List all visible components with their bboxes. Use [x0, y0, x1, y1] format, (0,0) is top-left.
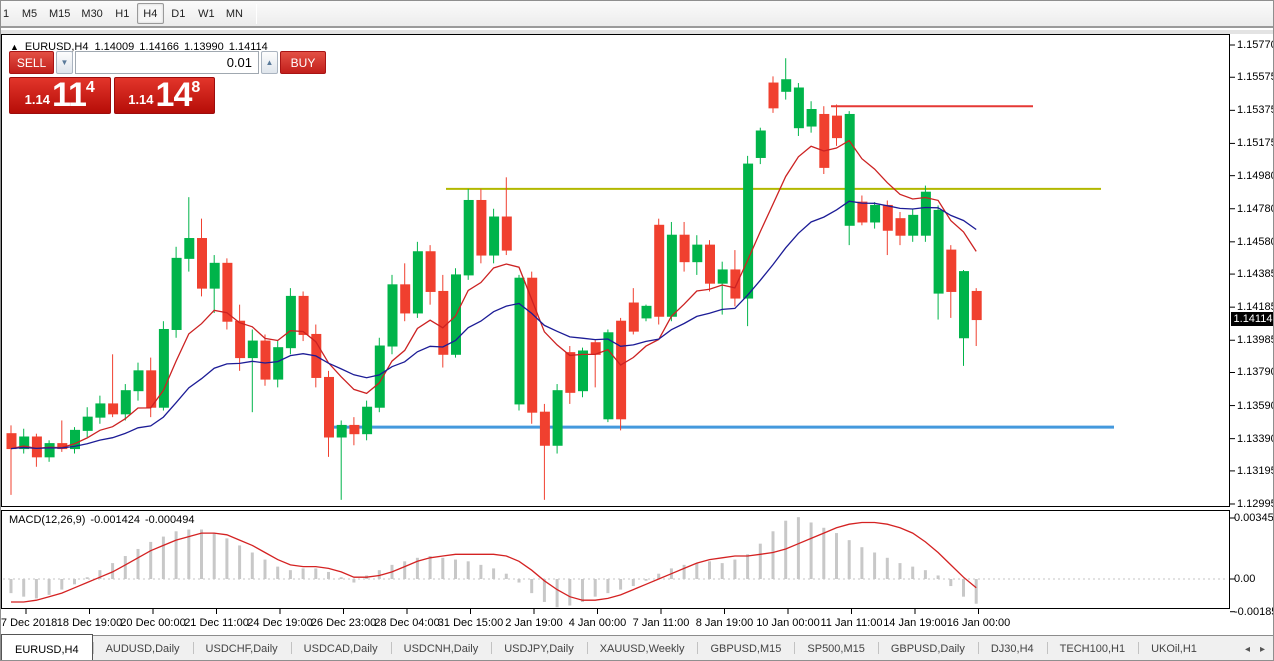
timeframe-button-M30[interactable]: M30: [81, 7, 103, 20]
chart-tab-ukoil-h1[interactable]: UKOil,H1: [1138, 636, 1210, 660]
time-axis-label: 20 Dec 00:00: [120, 617, 186, 629]
chart-tab-tech100-h1[interactable]: TECH100,H1: [1046, 636, 1138, 660]
time-axis-label: 17 Dec 2018: [0, 617, 58, 629]
timeframe-button-MN[interactable]: MN: [225, 7, 243, 20]
sell-price-pipette: 4: [85, 79, 95, 96]
price-axis-label: 1.15175: [1237, 137, 1274, 150]
price-axis-label: 1.13985: [1237, 334, 1274, 347]
timeframe-button-H1[interactable]: H1: [115, 7, 130, 20]
price-axis-label: 1.15575: [1237, 71, 1274, 84]
tabs-scroll-right-icon[interactable]: ▸: [1259, 643, 1265, 655]
macd-indicator-label: MACD(12,26,9) -0.001424 -0.000494: [9, 514, 195, 526]
volume-input[interactable]: [75, 51, 259, 74]
chart-tab-usdchf-daily[interactable]: USDCHF,Daily: [192, 636, 291, 660]
chart-tabbar: EURUSD,H4 AUDUSD,Daily USDCHF,Daily USDCAD,…: [1, 634, 1273, 660]
time-axis-label: 28 Dec 04:00: [374, 617, 440, 629]
price-axis-label: 1.14580: [1237, 235, 1274, 248]
volume-decrease-button[interactable]: ▼: [56, 51, 73, 74]
time-axis-label: 16 Jan 00:00: [946, 617, 1011, 629]
sell-price-pips: 11: [51, 76, 87, 114]
timeframe-toolbar: 1 M5 M15 M30 H1 H4 D1 W1 MN: [1, 1, 1273, 28]
time-axis-label: 7 Jan 11:00: [632, 617, 690, 629]
macd-value-main: -0.001424: [90, 514, 140, 526]
chart-tab-xauusd-weekly[interactable]: XAUUSD,Weekly: [586, 636, 698, 660]
tabs-scroll-left-icon[interactable]: ◂: [1244, 643, 1250, 655]
price-axis-label: 1.13790: [1237, 366, 1274, 379]
timeframe-button-W1[interactable]: W1: [198, 7, 215, 20]
buy-price-pips: 14: [155, 76, 193, 114]
price-axis-label: 1.14780: [1237, 202, 1274, 215]
time-axis[interactable]: [1, 609, 1273, 635]
time-axis-label: 31 Dec 15:00: [437, 617, 504, 629]
price-axis-label: 1.14185: [1237, 301, 1274, 314]
current-price-tag: 1.14114: [1231, 311, 1273, 326]
timeframe-button-1[interactable]: 1: [3, 7, 10, 20]
chart-tab-sp500-m15[interactable]: SP500,M15: [794, 636, 877, 660]
macd-axis-label: 0.00: [1234, 573, 1256, 585]
price-axis-label: 1.12995: [1237, 497, 1274, 510]
toolbar-separator: [255, 3, 257, 24]
buy-price-pipette: 8: [191, 79, 201, 96]
time-axis-label: 10 Jan 00:00: [756, 617, 820, 629]
chart-tab-gbpusd-daily[interactable]: GBPUSD,Daily: [877, 636, 978, 660]
sell-price-prefix: 1.14: [24, 92, 50, 107]
macd-name: MACD(12,26,9): [9, 514, 86, 526]
chart-tab-usdcad-daily[interactable]: USDCAD,Daily: [290, 636, 391, 660]
timeframe-button-M5[interactable]: M5: [21, 7, 38, 20]
toolbar-bottom-strip: [1, 30, 1273, 34]
chart-tab-gbpusd-m15[interactable]: GBPUSD,M15: [697, 636, 794, 660]
macd-axis-label: -0.001851: [1234, 605, 1273, 618]
buy-price-panel[interactable]: 1.14 14 8: [113, 76, 215, 114]
chart-tab-usdjpy-daily[interactable]: USDJPY,Daily: [491, 636, 587, 660]
time-axis-label: 4 Jan 00:00: [568, 617, 627, 629]
price-axis-label: 1.14980: [1237, 169, 1274, 182]
ohlc-low: 1.13990: [184, 41, 224, 53]
time-axis-label: 18 Dec 19:00: [56, 617, 123, 629]
time-axis-label: 21 Dec 11:00: [184, 617, 249, 629]
buy-button[interactable]: BUY: [280, 51, 326, 74]
price-axis-label: 1.13590: [1237, 399, 1274, 412]
chart-tab-audusd-daily[interactable]: AUDUSD,Daily: [92, 636, 193, 660]
chart-tab-eurusd-h4[interactable]: EURUSD,H4: [1, 634, 93, 660]
time-axis-label: 26 Dec 23:00: [310, 617, 377, 629]
price-axis-label: 1.13195: [1237, 464, 1274, 477]
timeframe-button-M15[interactable]: M15: [49, 7, 71, 20]
ohlc-open: 1.14009: [94, 41, 135, 53]
price-axis-label: 1.14385: [1237, 268, 1274, 281]
time-axis-label: 14 Jan 19:00: [883, 617, 947, 629]
collapse-quotes-icon[interactable]: ▲: [10, 41, 19, 52]
chart-tab-dj30-h4[interactable]: DJ30,H4: [977, 636, 1047, 660]
price-axis-label: 1.15375: [1237, 104, 1274, 117]
price-axis-label: 1.15770: [1237, 39, 1274, 51]
timeframe-button-D1[interactable]: D1: [171, 7, 186, 20]
chart-ohlc-header: ▲ EURUSD,H4 1.14009 1.14166 1.13990 1.14…: [10, 41, 268, 53]
volume-increase-button[interactable]: ▲: [261, 51, 278, 74]
time-axis-label: 24 Dec 19:00: [247, 617, 313, 629]
price-axis-label: 1.13390: [1237, 432, 1274, 445]
chart-tab-usdcnh-daily[interactable]: USDCNH,Daily: [390, 636, 492, 660]
buy-price-prefix: 1.14: [128, 92, 154, 107]
ohlc-close: 1.14114: [228, 41, 268, 53]
timeframe-button-H4[interactable]: H4: [136, 3, 164, 24]
sell-button[interactable]: SELL: [9, 51, 54, 74]
macd-axis-label: 0.003452: [1234, 512, 1274, 524]
chart-symbol-label: EURUSD,H4: [24, 41, 89, 53]
time-axis-label: 11 Jan 11:00: [820, 617, 883, 629]
time-axis-label: 8 Jan 19:00: [695, 617, 754, 629]
macd-value-signal: -0.000494: [144, 514, 195, 526]
one-click-trading-widget: SELL ▼ ▲ BUY 1.14 11 4 1.14 14 8: [9, 51, 326, 114]
time-axis-label: 2 Jan 19:00: [505, 617, 563, 629]
ohlc-high: 1.14166: [139, 41, 180, 53]
sell-price-panel[interactable]: 1.14 11 4: [9, 77, 111, 114]
